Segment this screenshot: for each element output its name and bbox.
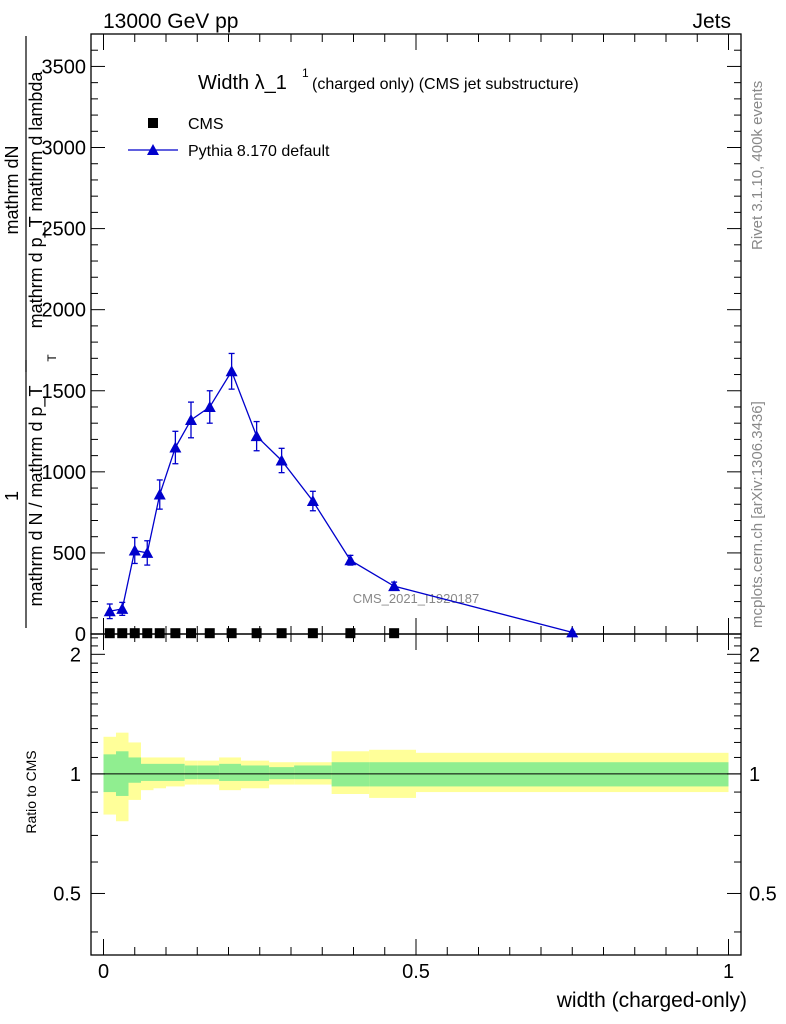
- pythia-data-point: [344, 554, 357, 566]
- legend-marker-pythia: [147, 144, 159, 155]
- pythia-series-line: [109, 369, 573, 634]
- pythia-data-point: [250, 430, 263, 442]
- ratio-ytick-label-left: 0.5: [53, 883, 81, 905]
- title-main: Width λ_1: [198, 72, 287, 94]
- plot-title: Width λ_1 1 (charged only) (CMS jet subs…: [198, 66, 579, 94]
- legend-label-cms: CMS: [188, 116, 224, 133]
- xtick-label: 1: [723, 961, 734, 983]
- cms-data-point: [389, 628, 400, 639]
- pythia-data-point: [306, 495, 319, 507]
- main-ytick-label: 1500: [42, 381, 87, 403]
- pythia-data-point: [388, 580, 401, 592]
- ratio-band-green: [128, 757, 141, 783]
- series-layer: [103, 352, 579, 639]
- main-ytick-label: 1000: [42, 462, 87, 484]
- main-ytick-label: 0: [75, 624, 86, 646]
- analysis-watermark: CMS_2021_I1920187: [353, 591, 480, 606]
- pythia-data-point: [566, 626, 579, 638]
- cms-data-point: [117, 628, 128, 639]
- cms-data-point: [154, 628, 165, 639]
- cms-data-point: [251, 628, 262, 639]
- ratio-band-green: [153, 763, 166, 781]
- pythia-data-point: [203, 400, 216, 412]
- title-sup: 1: [302, 66, 309, 80]
- xtick-label: 0.5: [402, 961, 430, 983]
- main-ylabel2-numer: mathrm dN: [2, 145, 22, 234]
- main-ylabel2-denom-sub: T: [45, 354, 59, 362]
- ratio-band-green: [197, 765, 220, 780]
- xtick-labels: 0 0.5 1: [98, 961, 734, 983]
- main-ytick-label: 500: [53, 543, 86, 565]
- ratio-bands: [103, 732, 729, 822]
- ratio-ylabel: Ratio to CMS: [23, 750, 39, 833]
- ratio-band-green: [141, 763, 154, 781]
- main-ylabel-denom: mathrm d N / mathrm d p_T: [26, 385, 47, 606]
- cms-data-point: [307, 628, 318, 639]
- cms-data-point: [345, 628, 356, 639]
- ratio-band-green: [219, 763, 241, 781]
- cms-data-point: [186, 628, 196, 639]
- legend: CMS Pythia 8.170 default: [128, 116, 330, 160]
- cms-data-point: [170, 628, 181, 639]
- cms-data-point: [204, 628, 215, 639]
- main-ylabel2-denom: mathrm d p_T mathrm d lambda: [26, 71, 47, 329]
- xtick-label: 0: [98, 961, 109, 983]
- cms-data-point: [142, 628, 153, 639]
- pythia-data-point: [185, 413, 197, 425]
- legend-label-pythia: Pythia 8.170 default: [188, 143, 330, 160]
- ratio-band-green: [269, 767, 295, 780]
- main-ytick-label: 3000: [42, 138, 87, 160]
- mcplots-label: mcplots.cern.ch [arXiv:1306.3436]: [749, 401, 766, 628]
- rivet-label: Rivet 3.1.10, 400k events: [749, 81, 766, 250]
- header-energy: 13000 GeV pp: [103, 10, 238, 33]
- header-process: Jets: [692, 10, 731, 33]
- cms-data-point: [104, 628, 115, 639]
- pythia-data-point: [116, 602, 129, 614]
- main-ytick-label: 2500: [42, 219, 87, 241]
- pythia-data-point: [225, 365, 238, 377]
- ratio-ytick-label-right: 1: [749, 764, 760, 786]
- main-ytick-label: 2000: [42, 300, 87, 322]
- pythia-data-point: [275, 454, 288, 466]
- ratio-ytick-label-left: 2: [70, 644, 81, 666]
- pythia-data-point: [128, 544, 141, 556]
- pythia-data-point: [141, 546, 154, 558]
- ratio-ytick-label-right: 0.5: [749, 883, 777, 905]
- ratio-band-green: [184, 765, 198, 780]
- ratio-band-green: [294, 765, 332, 780]
- main-ylabel-numer: 1: [2, 491, 22, 501]
- ratio-ytick-labels: 0.5 0.5 1 1 2 2: [53, 644, 777, 905]
- pythia-data-point: [103, 605, 116, 617]
- ratio-ytick-label-right: 2: [749, 644, 760, 666]
- title-sub: (charged only) (CMS jet substructure): [312, 76, 579, 93]
- main-ytick-label: 3500: [42, 56, 87, 78]
- cms-data-point: [129, 628, 140, 639]
- ratio-band-green: [241, 765, 270, 781]
- ratio-axis-ticks: [91, 634, 741, 955]
- ratio-ytick-label-left: 1: [70, 764, 81, 786]
- pythia-data-point: [169, 441, 182, 453]
- ratio-band-green: [166, 763, 185, 781]
- main-ytick-labels: 0 500 1000 1500 2000 2500 3000 3500: [42, 56, 87, 646]
- main-ylabel: 1 mathrm d N / mathrm d p_T mathrm dN ma…: [2, 36, 59, 628]
- cms-data-point: [276, 628, 287, 639]
- pythia-data-point: [153, 488, 166, 500]
- xlabel: width (charged-only): [556, 989, 747, 1012]
- legend-marker-cms: [148, 118, 158, 128]
- cms-data-point: [226, 628, 237, 639]
- ratio-band-green: [103, 754, 116, 793]
